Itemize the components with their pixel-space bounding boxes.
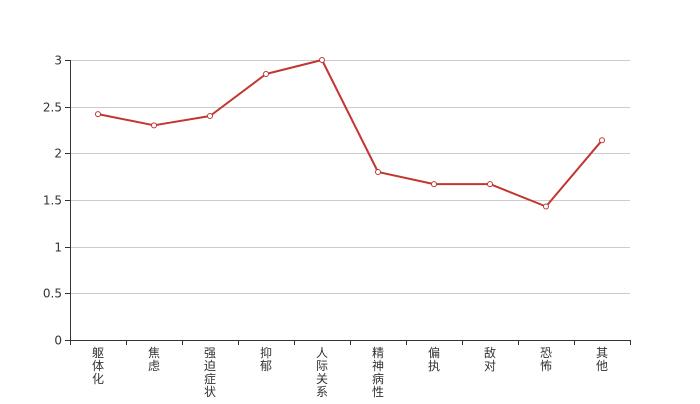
data-point bbox=[319, 57, 325, 63]
x-tick-label: 焦虑 bbox=[148, 346, 160, 373]
y-tick-label: 2.5 bbox=[43, 101, 62, 115]
x-tick-labels: 躯体化 焦虑 强迫症状 抑郁 人际关系 精神病性 偏执 敌对 恐怖 其他 bbox=[92, 345, 608, 399]
y-tick-label: 0 bbox=[54, 334, 62, 348]
x-tick-label: 恐怖 bbox=[540, 346, 552, 373]
x-tick-label: 偏执 bbox=[428, 345, 440, 373]
data-point bbox=[263, 71, 269, 77]
x-tick-label: 精神病性 bbox=[372, 346, 384, 399]
series-layer bbox=[95, 57, 605, 210]
x-tick-label: 其他 bbox=[596, 346, 608, 373]
data-point bbox=[543, 203, 549, 210]
y-tick-label: 2 bbox=[54, 147, 62, 161]
data-point bbox=[487, 181, 493, 188]
x-tick-label: 躯体化 bbox=[92, 345, 104, 386]
x-tick-label: 人际关系 bbox=[316, 346, 328, 399]
data-point bbox=[151, 122, 157, 129]
grid-lines bbox=[70, 60, 630, 294]
y-tick-labels: 0 0.5 1 1.5 2 2.5 3 bbox=[43, 54, 62, 348]
y-tick-label: 1 bbox=[54, 241, 62, 255]
data-point bbox=[599, 137, 605, 144]
x-tick-label: 抑郁 bbox=[260, 345, 272, 373]
y-tick-label: 0.5 bbox=[43, 287, 62, 301]
series-line bbox=[97, 59, 603, 208]
x-tick-label: 敌对 bbox=[484, 345, 496, 373]
data-point bbox=[95, 111, 101, 118]
x-tick-label: 强迫症状 bbox=[204, 346, 216, 399]
y-tick-label: 3 bbox=[54, 54, 62, 68]
axes bbox=[65, 60, 631, 345]
data-point bbox=[375, 169, 381, 175]
data-point bbox=[207, 113, 213, 119]
data-point bbox=[431, 181, 437, 188]
y-tick-label: 1.5 bbox=[43, 194, 62, 208]
